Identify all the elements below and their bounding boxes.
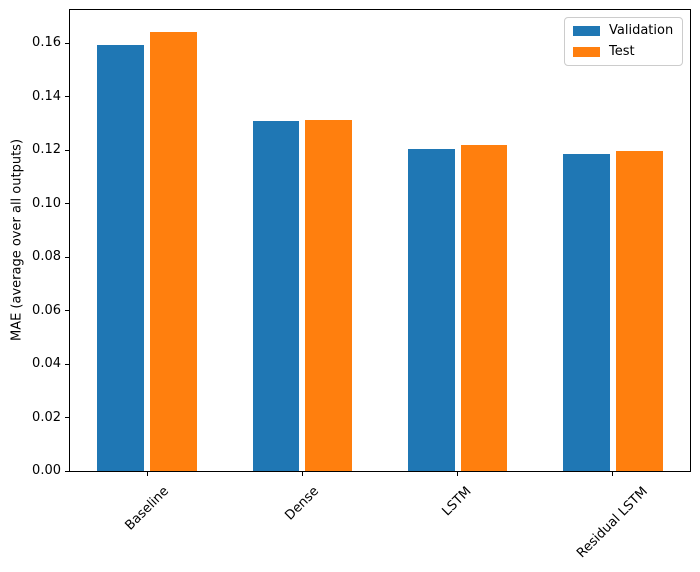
y-tick-mark	[65, 310, 69, 312]
bar-test-residual-lstm	[615, 151, 663, 471]
bar-validation-lstm	[407, 148, 455, 471]
y-tick-label: 0.04	[32, 356, 61, 372]
y-tick-label: 0.00	[32, 463, 61, 478]
x-tick-mark	[457, 471, 459, 476]
y-tick-label: 0.16	[32, 35, 61, 51]
legend-item-validation: Validation	[573, 24, 673, 38]
bar-validation-baseline	[97, 45, 144, 471]
y-tick-mark	[65, 256, 69, 258]
bar-validation-dense	[252, 120, 300, 471]
x-tick-label-lstm: LSTM	[439, 484, 475, 520]
y-tick-label: 0.02	[32, 409, 61, 425]
x-tick-mark	[146, 471, 148, 476]
y-tick-label: 0.12	[32, 142, 61, 158]
bar-test-dense	[305, 120, 353, 471]
y-tick-mark	[65, 42, 69, 44]
y-tick-mark	[65, 96, 69, 98]
legend: Validation Test	[564, 17, 684, 66]
legend-swatch-validation	[573, 26, 600, 36]
legend-label-validation: Validation	[609, 23, 674, 38]
x-tick-label-baseline: Baseline	[122, 483, 172, 534]
bar-validation-residual-lstm	[563, 154, 610, 471]
bar-test-lstm	[460, 145, 508, 471]
y-tick-label: 0.08	[32, 249, 61, 265]
x-tick-label-residual-lstm: Residual LSTM	[573, 484, 651, 561]
x-tick-mark	[301, 471, 303, 476]
legend-item-test: Test	[573, 45, 673, 59]
y-tick-label: 0.14	[32, 88, 61, 104]
bar-test-baseline	[150, 32, 197, 471]
y-tick-label: 0.06	[32, 302, 61, 318]
legend-label-test: Test	[609, 44, 635, 59]
y-tick-label: 0.10	[32, 195, 61, 211]
x-tick-label-dense: Dense	[282, 483, 322, 524]
y-tick-mark	[65, 203, 69, 205]
x-tick-mark	[612, 471, 614, 476]
y-tick-mark	[65, 149, 69, 151]
y-tick-mark	[65, 363, 69, 365]
y-tick-mark	[65, 417, 69, 419]
y-tick-mark	[65, 470, 69, 472]
legend-swatch-test	[573, 47, 600, 57]
